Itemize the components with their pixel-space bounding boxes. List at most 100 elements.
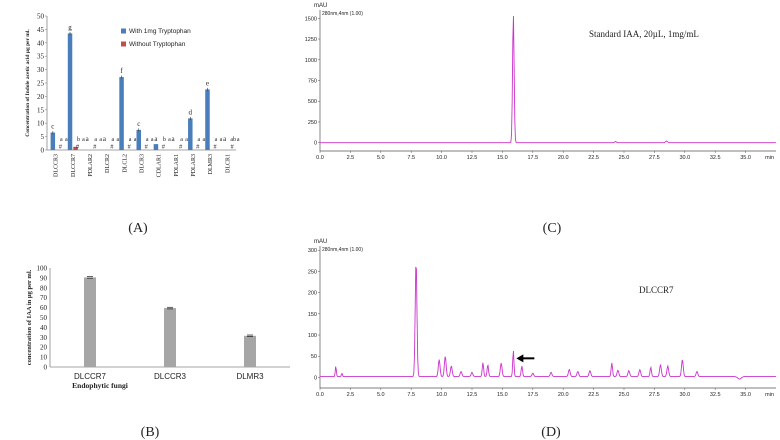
x-tick-label: 25.0 [619,392,630,398]
significance-letter: a [103,135,107,143]
y-tick-label: 1250 [305,37,317,43]
y-tick-label: 40 [37,39,45,47]
significance-letter: a [60,137,63,143]
significance-letter: c [137,120,140,128]
significance-letter: ab [230,137,236,143]
x-tick-label: 35.0 [740,392,751,398]
x-tick-label: 25.0 [619,155,630,161]
significance-letter: d [189,108,193,116]
y-tick-label: 10 [40,354,48,362]
x-tick-label: 20.0 [558,392,569,398]
x-tick-label: DLCR3 [140,154,146,173]
y-tick-label: 150 [308,312,317,318]
significance-letter: g [68,23,72,31]
x-tick-label: 35.0 [740,155,751,161]
significance-letter: a [94,137,97,143]
significance-letter: a [99,137,102,143]
x-tick-label: 30.0 [679,155,690,161]
hash-mark: # [196,144,200,151]
significance-letter: b [77,137,80,143]
x-tick-label: 22.5 [588,392,599,398]
y-tick-label: 250 [308,269,317,275]
trace-label: 280nm,4nm (1.00) [322,247,363,253]
x-tick-label: 10.0 [436,155,447,161]
significance-letter: a [237,137,240,143]
legend-swatch [121,41,126,47]
significance-letter: a [202,137,205,143]
y-tick-label: 20 [40,344,48,352]
significance-letter: a [86,135,90,143]
x-unit-label: min [765,155,774,161]
y-tick-label: 15 [37,106,45,114]
y-tick-label: 40 [40,324,48,332]
bar-iaa [164,308,176,367]
y-tick-label: 0 [44,364,48,372]
y-tick-label: 70 [40,294,48,302]
x-tick-label: DLCCR7 [74,372,107,381]
x-tick-label: 2.5 [347,392,355,398]
legend-label: Without Tryptophan [129,41,186,48]
y-tick-label: 300 [308,248,317,254]
y-tick-label: 200 [308,291,317,297]
y-tick-label: 100 [308,333,317,339]
bar-iaa [244,335,256,367]
y-tick-label: 0 [314,141,317,147]
x-tick-label: 7.5 [407,155,415,161]
x-tick-label: PDLAR1 [174,154,180,177]
x-tick-label: CDLAR1 [157,154,163,177]
panel-label-d: (D) [541,425,561,440]
hash-mark: # [93,144,97,151]
significance-letter: a [112,137,115,143]
significance-letter: a [146,137,149,143]
panel-label-b: (B) [141,425,160,440]
chromatogram-trace [320,266,776,380]
y-tick-label: 30 [37,66,45,74]
x-unit-label: min [765,392,774,398]
significance-letter: a [154,135,158,143]
y-tick-label: 0 [41,147,45,155]
y-tick-label: 50 [311,354,317,360]
arrow-icon [516,354,524,363]
panel-label-c: (C) [543,221,562,236]
hash-mark: # [145,144,149,151]
y-axis-title: concentration of IAA in µg per ml. [26,269,33,365]
significance-letter: f [120,67,123,75]
hash-mark: # [213,144,217,151]
x-tick-label: 22.5 [588,155,599,161]
y-tick-label: 0 [314,375,317,381]
y-tick-label: 750 [308,79,317,85]
x-tick-label: 17.5 [527,392,538,398]
hash-mark: # [231,144,235,151]
hash-mark: # [76,144,80,151]
x-tick-label: PDLAR3 [191,154,197,177]
significance-letter: a [151,137,154,143]
significance-letter: a [223,135,227,143]
y-tick-label: 25 [37,80,45,88]
x-tick-label: 12.5 [467,392,478,398]
y-unit-label: mAU [314,3,327,9]
annotation: Standard IAA, 20µL, 1mg/mL [589,29,699,39]
trace-label: 280nm,4nm (1.00) [322,11,363,17]
y-tick-label: 90 [40,274,48,282]
y-tick-label: 250 [308,120,317,126]
y-unit-label: mAU [314,239,327,245]
y-tick-label: 45 [37,26,45,34]
bar-with-tryptophan [188,118,193,150]
x-tick-label: DLMR3 [208,154,214,174]
y-axis-title: Concentration of Indole acetic acid µg p… [25,29,31,137]
x-tick-label: 27.5 [649,155,660,161]
chromatogram-trace [320,15,776,144]
bar-with-tryptophan [153,144,159,150]
annotation: DLCCR7 [639,285,674,295]
significance-letter: e [206,79,209,87]
significance-letter: a [134,137,137,143]
significance-letter: a [215,137,218,143]
panel-c-chart: mAU 280nm,4nm (1.00) 0 250 500 750 1000 1250 150… [305,3,776,161]
x-tick-label: DLCCR7 [71,154,77,177]
bar-with-tryptophan [119,77,124,150]
x-tick-label: DLCCR3 [54,154,60,177]
x-tick-label: 0.0 [316,392,324,398]
x-tick-label: 5.0 [377,392,385,398]
